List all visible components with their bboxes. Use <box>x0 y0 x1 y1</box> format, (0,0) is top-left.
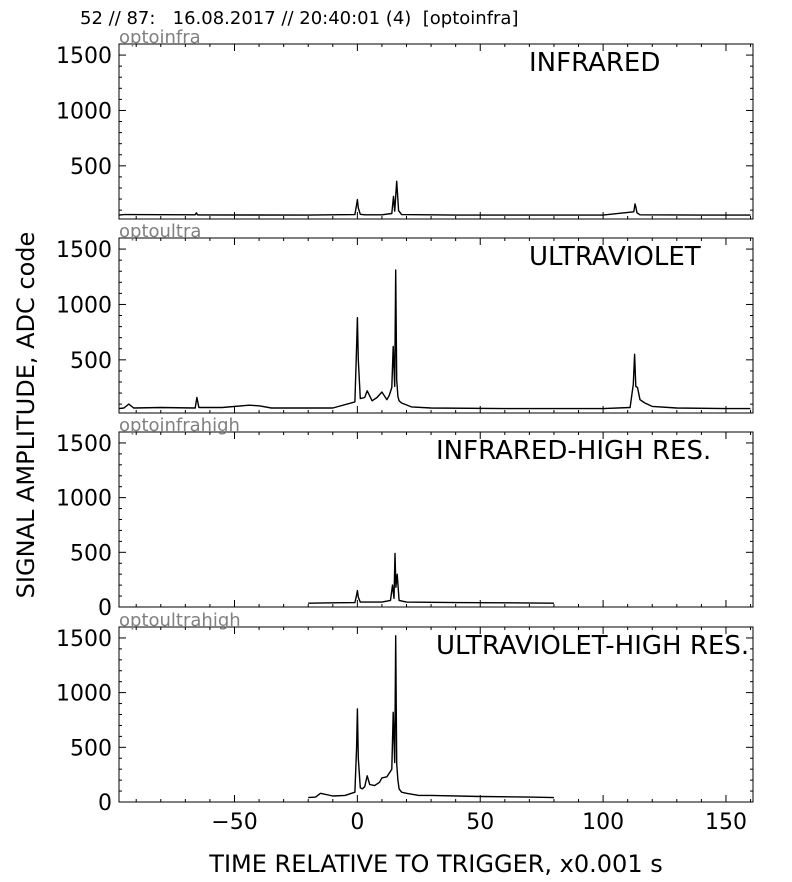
y-axis-label: SIGNAL AMPLITUDE, ADC code <box>12 232 40 599</box>
y-tick-label: 1500 <box>56 627 112 652</box>
y-tick-label: 0 <box>98 791 112 816</box>
y-tick-label: 1000 <box>56 293 112 318</box>
plot-frame <box>118 237 754 414</box>
y-tick-label: 1500 <box>56 44 112 69</box>
figure-header: 52 // 87: 16.08.2017 // 20:40:01 (4) [op… <box>80 8 519 29</box>
x-axis-label: TIME RELATIVE TO TRIGGER, x0.001 s <box>208 850 662 878</box>
plot-frame <box>118 43 754 220</box>
signal-trace <box>308 552 555 604</box>
y-tick-label: 500 <box>70 736 112 761</box>
x-tick-label: 100 <box>582 810 624 835</box>
panel-tag: optoultra <box>119 221 201 242</box>
panel-title: ULTRAVIOLET <box>529 242 701 272</box>
y-tick-label: 500 <box>70 349 112 374</box>
panel-title: INFRARED <box>529 48 660 78</box>
panel-tag: optoinfrahigh <box>119 415 240 436</box>
panel-optoinfrahigh: 0 500 1000 1500 optoinfrahigh INFRARED-HIGH R… <box>56 415 754 621</box>
panel-optoultrahigh: 0 500 1000 1500 −50 0 50 100 150 optoultrahigh ULT… <box>56 610 754 835</box>
y-tick-label: 500 <box>70 541 112 566</box>
panel-tag: optoultrahigh <box>119 610 241 631</box>
y-tick-label: 500 <box>70 155 112 180</box>
panel-title: ULTRAVIOLET-HIGH RES. <box>436 631 749 661</box>
x-tick-label: 150 <box>705 810 747 835</box>
y-tick-label: 0 <box>98 596 112 621</box>
y-tick-label: 1000 <box>56 99 112 124</box>
panel-optoinfra: 500 1000 1500 optoinfra INFRARED <box>56 27 754 220</box>
y-tick-label: 1000 <box>56 682 112 707</box>
signal-trace <box>118 269 751 410</box>
panel-tag: optoinfra <box>119 27 201 48</box>
x-tick-label: −50 <box>211 810 257 835</box>
signal-trace <box>118 180 751 216</box>
x-tick-label: 0 <box>350 810 364 835</box>
x-tick-label: 50 <box>466 810 494 835</box>
panel-optoultra: 500 1000 1500 optoultra ULTRAVIOLET <box>56 221 754 414</box>
signal-trace <box>308 635 555 799</box>
y-tick-label: 1500 <box>56 238 112 263</box>
panel-title: INFRARED-HIGH RES. <box>436 436 711 466</box>
y-tick-label: 1500 <box>56 432 112 457</box>
y-tick-label: 1000 <box>56 487 112 512</box>
